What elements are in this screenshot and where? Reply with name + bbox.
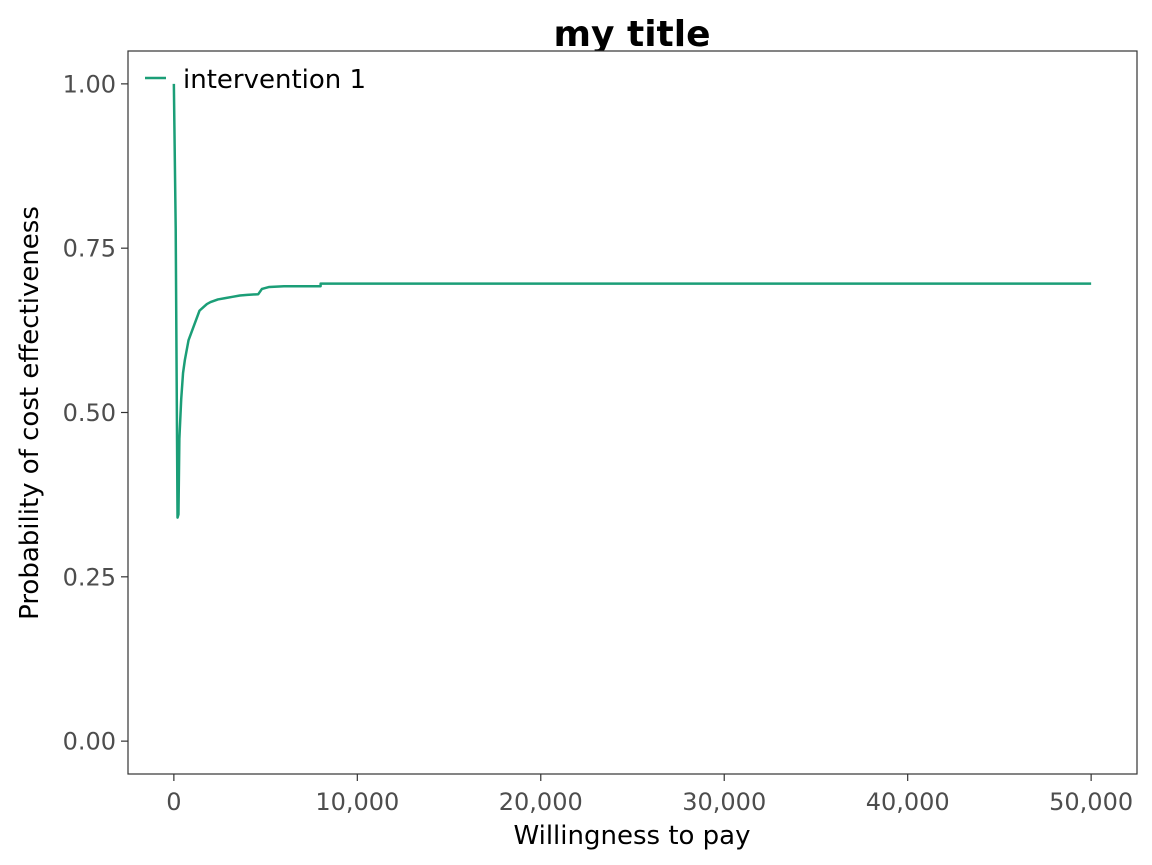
x-axis-title: Willingness to pay: [513, 821, 750, 851]
chart-title: my title: [553, 14, 710, 55]
y-tick-label: 0.50: [63, 399, 116, 427]
x-tick-label: 40,000: [866, 788, 950, 816]
y-tick-label: 0.75: [63, 235, 116, 263]
legend: intervention 1: [145, 65, 366, 95]
series-line: [172, 83, 1092, 519]
x-tick-label: 10,000: [315, 788, 399, 816]
legend-label: intervention 1: [183, 65, 366, 95]
x-axis: 0 10,000 20,000 30,000 40,000 50,000: [166, 774, 1133, 816]
series-layer: [172, 83, 1092, 519]
y-axis-title: Probability of cost effectiveness: [15, 206, 45, 620]
y-tick-label: 0.00: [63, 728, 116, 756]
y-axis: 0.00 0.25 0.50 0.75 1.00: [63, 70, 128, 756]
plot-panel: [127, 50, 1138, 775]
y-tick-label: 1.00: [63, 70, 116, 98]
x-tick-label: 30,000: [682, 788, 766, 816]
x-tick-label: 0: [166, 788, 181, 816]
y-tick-label: 0.25: [63, 563, 116, 591]
x-tick-label: 50,000: [1049, 788, 1133, 816]
x-tick-label: 20,000: [499, 788, 583, 816]
